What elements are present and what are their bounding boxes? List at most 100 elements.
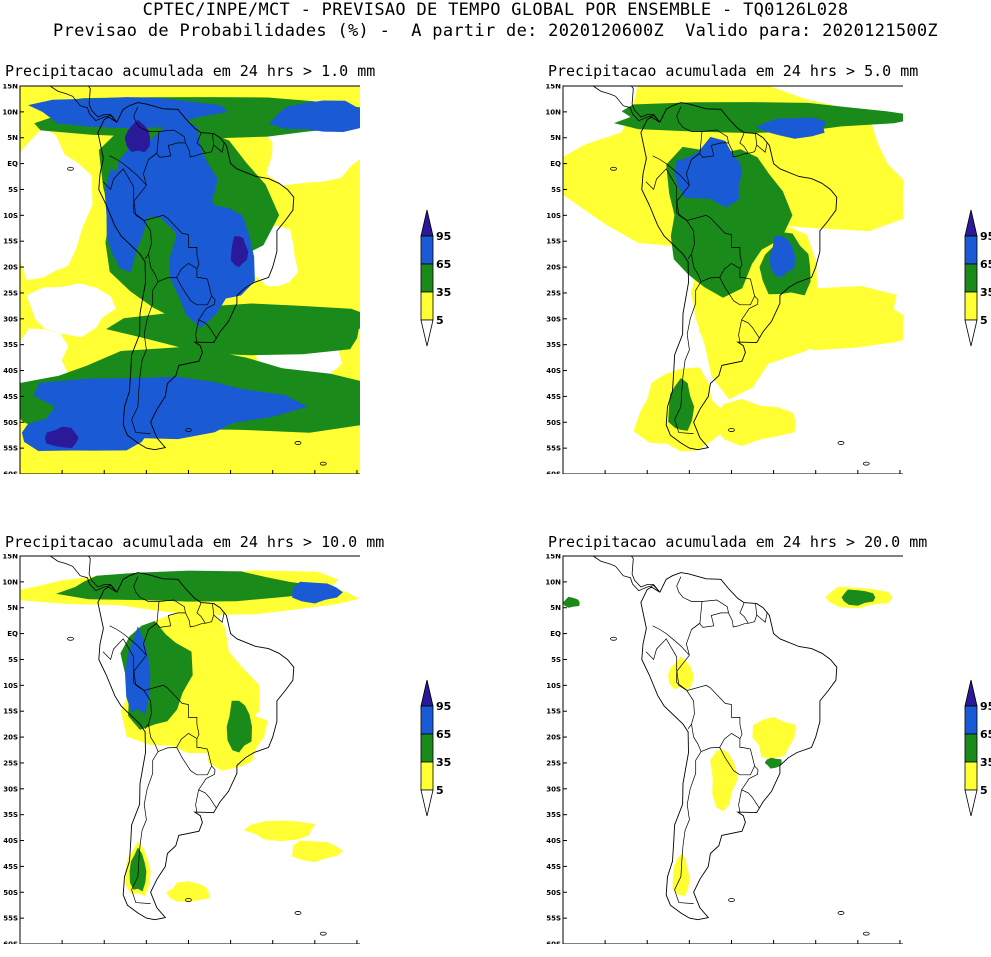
lat-label: 50S [546, 419, 561, 427]
lat-label: 60S [546, 941, 561, 945]
lat-label: 15S [546, 708, 561, 716]
precip-area [756, 117, 827, 139]
map-svg: 15N 10N 5N EQ 5S 10S 15S 20S 25S 30S 35S 40S 45S 50S 5… [545, 84, 903, 474]
country-border [213, 611, 225, 623]
lat-label: 35S [3, 811, 18, 819]
country-border [728, 603, 758, 628]
lat-label: 10S [546, 212, 561, 220]
country-border [148, 599, 186, 630]
coastline [630, 556, 661, 593]
colorbar-label: 35 [436, 286, 451, 299]
country-border [691, 129, 729, 160]
lat-label: 5S [551, 186, 561, 194]
island [294, 441, 302, 445]
precip-area [711, 399, 796, 446]
coastline [97, 102, 295, 451]
country-border [645, 168, 695, 260]
island [319, 931, 327, 936]
lat-label: 10S [3, 212, 18, 220]
country-border [645, 638, 695, 730]
island [837, 441, 845, 445]
lat-label: 10N [545, 108, 561, 116]
colorbar-4: 95 65 35 5 [962, 678, 991, 828]
colorbar-label: 65 [980, 258, 991, 271]
country-border [131, 751, 159, 904]
lat-label: 20S [546, 264, 561, 272]
country-border [756, 141, 768, 153]
lat-label: 55S [3, 915, 18, 923]
country-border [756, 611, 768, 623]
country-border [691, 599, 729, 630]
country-border [133, 655, 200, 739]
country-border [195, 789, 199, 813]
colorbar-swatch-35 [420, 263, 434, 293]
colorbar-swatch-95 [420, 679, 434, 707]
colorbar-2: 95 65 35 5 [962, 208, 991, 358]
colorbar-swatch-0 [964, 789, 978, 817]
country-border [741, 765, 760, 809]
header-line-2: Previsao de Probabilidades (%) - A parti… [53, 21, 938, 41]
colorbar-swatch-0 [964, 319, 978, 347]
colorbar-label: 95 [436, 700, 451, 713]
lat-label: 30S [546, 785, 561, 793]
island [185, 898, 192, 902]
map-frame [562, 85, 903, 474]
lat-label: 10N [545, 578, 561, 586]
country-border [148, 254, 212, 306]
colorbar-svg: 95 65 35 5 [964, 679, 991, 817]
lat-label: EQ [7, 630, 18, 638]
colorbar-swatch-0 [420, 789, 434, 817]
country-border [148, 129, 186, 160]
lat-label: 15N [2, 554, 18, 561]
colorbar-swatch-95 [964, 209, 978, 237]
colorbar-svg: 95 65 35 5 [420, 209, 451, 347]
coastline [592, 86, 661, 123]
coastline [640, 572, 838, 921]
precip-area [668, 656, 694, 691]
map-svg: 15N 10N 5N EQ 5S 10S 15S 20S 25S 30S 35S 40S 45S 50S 5… [2, 554, 360, 945]
colorbar-label: 5 [980, 314, 988, 327]
map-panel-3: 15N 10N 5N EQ 5S 10S 15S 20S 25S 30S 35S 40S 45S 50S 5… [0, 554, 360, 944]
country-border [185, 133, 215, 158]
country-border [676, 185, 743, 269]
island [728, 428, 735, 432]
colorbar-label: 5 [436, 314, 444, 327]
precip-area [166, 881, 210, 902]
colorbar-swatch-35 [964, 733, 978, 763]
island [294, 911, 302, 915]
lat-label: 25S [3, 289, 18, 297]
country-border [213, 141, 225, 153]
panel-3-title: Precipitacao acumulada em 24 hrs > 10.0 … [5, 533, 385, 551]
precip-area [20, 128, 93, 281]
country-border [195, 319, 199, 343]
country-border [739, 132, 749, 154]
precip-area [674, 136, 742, 208]
lat-label: 15S [3, 238, 18, 246]
lat-label: 55S [546, 915, 561, 923]
lat-label: 20S [3, 264, 18, 272]
lat-label: 60S [3, 941, 18, 945]
precip-area [230, 236, 249, 268]
lat-label: 40S [3, 837, 18, 845]
lat-label: 15S [546, 238, 561, 246]
country-border [102, 638, 152, 730]
colorbar-swatch-35 [964, 263, 978, 293]
lat-label: 10N [2, 108, 18, 116]
map-frame [562, 555, 903, 944]
country-border [102, 168, 152, 260]
colorbar-swatch-95 [420, 209, 434, 237]
lat-label: 10S [546, 682, 561, 690]
precip-area [269, 100, 360, 132]
lat-label: 5N [550, 604, 561, 612]
coastline [49, 86, 118, 123]
country-border [198, 765, 217, 809]
island [67, 636, 74, 641]
country-border [196, 602, 206, 624]
colorbar-swatch-65 [420, 235, 434, 265]
coastline [97, 572, 295, 921]
country-border [198, 295, 217, 339]
precip-area [764, 757, 782, 769]
colorbar-label: 35 [436, 756, 451, 769]
precip-area [169, 191, 255, 328]
lat-label: 10N [2, 578, 18, 586]
